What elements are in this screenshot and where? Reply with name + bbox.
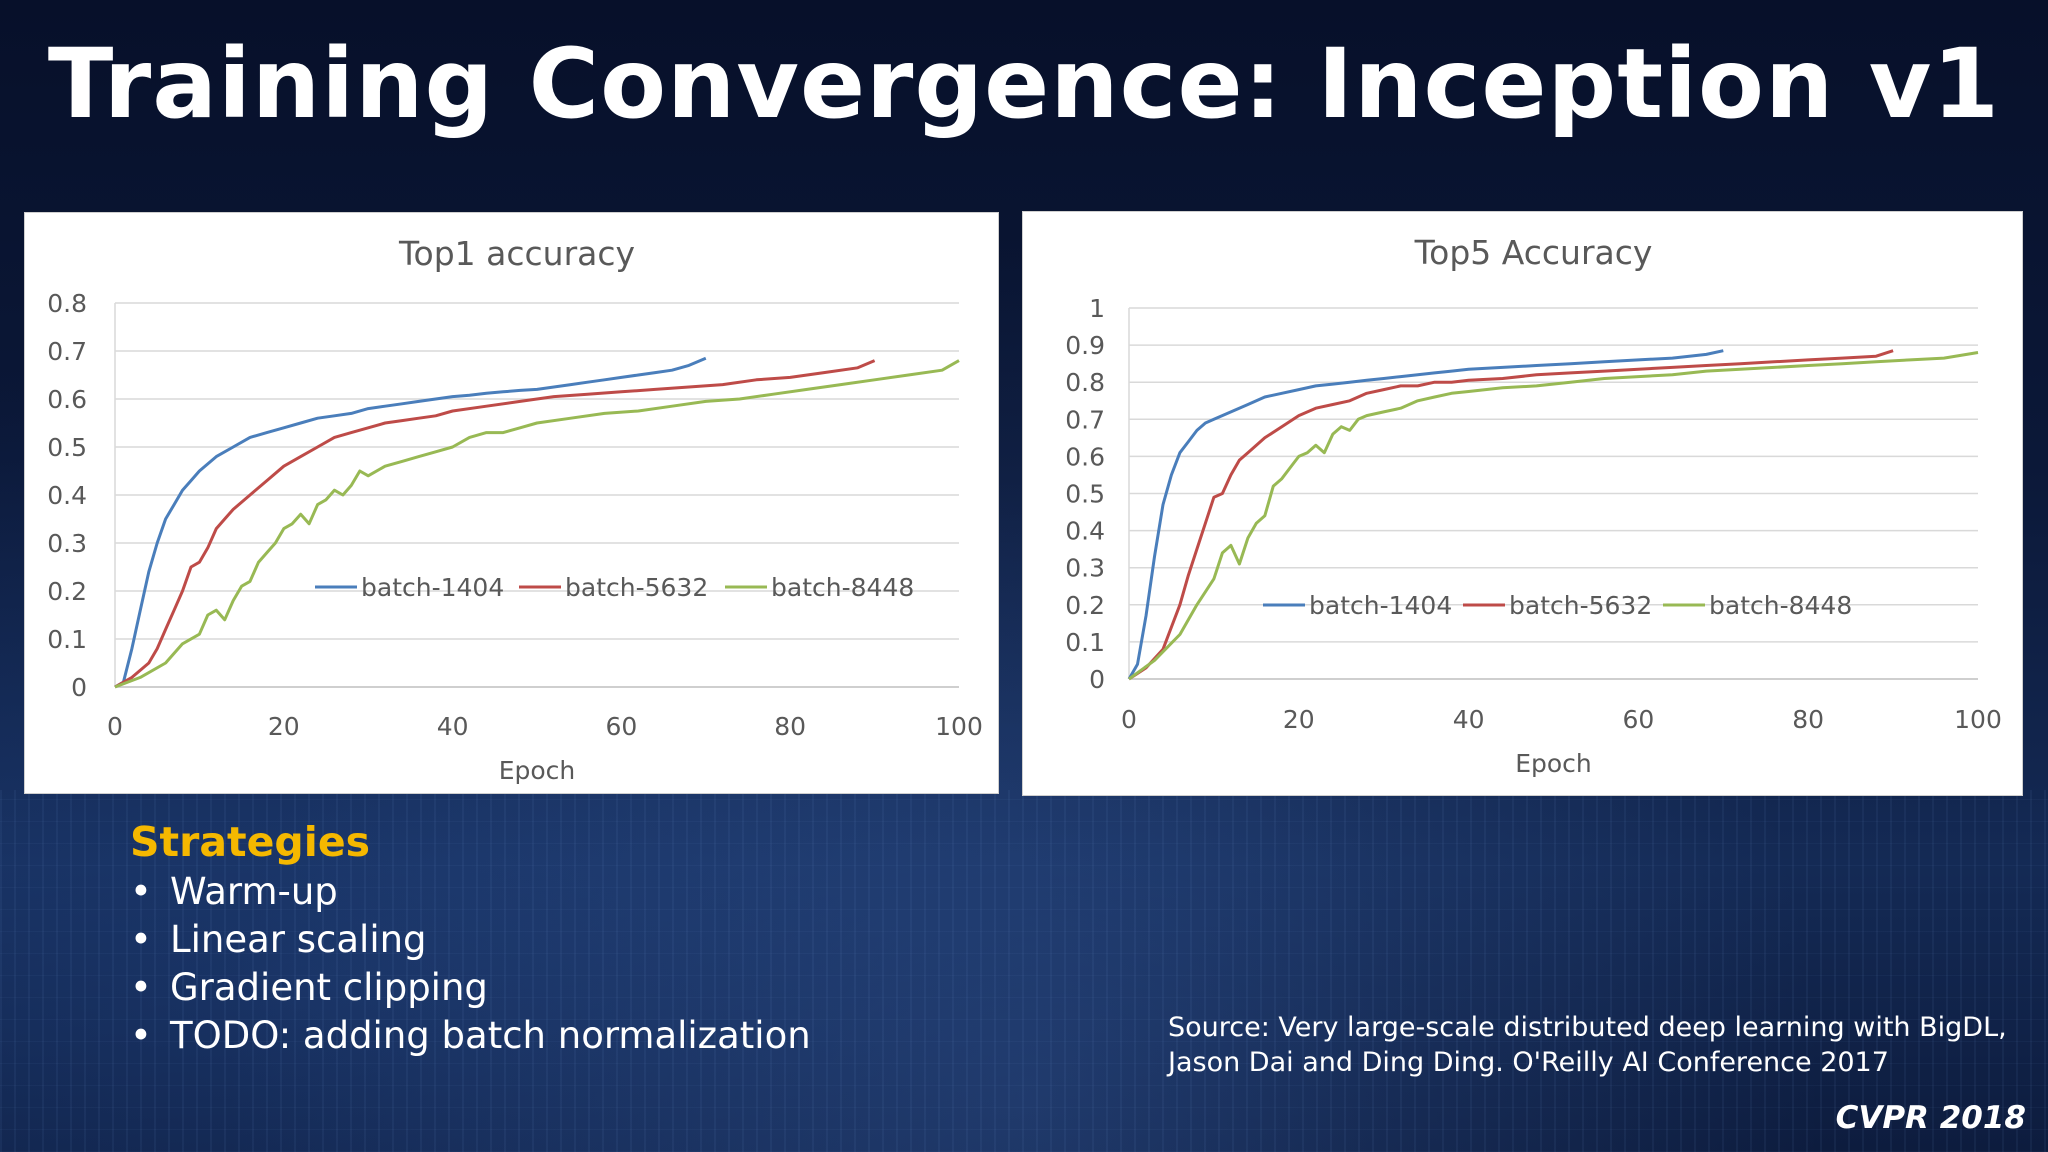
- top1-chart-svg: Top1 accuracy 0 0.1 0.2 0.3 0.4 0.5 0.6 0.7 0.8 0 2…: [47, 234, 983, 785]
- bullet-icon: •: [130, 966, 152, 1009]
- legend-label-batch-1404: batch-1404: [361, 573, 504, 602]
- y-tick-label: 0: [71, 673, 87, 702]
- series-line-batch-1404: [1127, 349, 1724, 680]
- legend-label-batch-8448: batch-8448: [1709, 591, 1852, 620]
- chart-title: Top5 Accuracy: [1414, 233, 1653, 272]
- slide-title: Training Convergence: Inception v1: [47, 28, 2001, 140]
- y-tick-label: 0.4: [47, 481, 87, 510]
- strategy-item: • Linear scaling: [130, 916, 811, 964]
- strategy-text: Gradient clipping: [170, 966, 488, 1009]
- source-line: Jason Dai and Ding Ding. O'Reilly AI Con…: [1168, 1047, 1889, 1078]
- y-tick-label: 0.8: [1065, 368, 1105, 397]
- strategies-heading: Strategies: [130, 818, 371, 866]
- y-tick-label: 0.2: [47, 577, 87, 606]
- y-tick-label: 0.6: [1065, 442, 1105, 471]
- strategy-list: • Warm-up • Linear scaling • Gradient clipp…: [130, 868, 811, 1060]
- y-tick-label: 0.8: [47, 289, 87, 318]
- y-tick-label: 0.1: [1065, 628, 1105, 657]
- y-tick-label: 0.5: [47, 433, 87, 462]
- y-tick-label: 1: [1089, 294, 1105, 323]
- x-tick-label: 40: [1453, 705, 1485, 734]
- chart-title: Top1 accuracy: [398, 234, 635, 273]
- y-tick-label: 0: [1089, 665, 1105, 694]
- legend-label-batch-5632: batch-5632: [565, 573, 708, 602]
- legend-label-batch-1404: batch-1404: [1309, 591, 1452, 620]
- strategy-text: TODO: adding batch normalization: [170, 1014, 811, 1057]
- x-tick-label: 80: [1792, 705, 1824, 734]
- top5-chart-svg: Top5 Accuracy 0 0.1 0.2 0.3 0.4 0.5 0.6 0.7 0.8 0.…: [1065, 233, 2002, 778]
- strategy-text: Warm-up: [170, 870, 338, 913]
- y-tick-label: 0.5: [1065, 480, 1105, 509]
- strategy-item: • TODO: adding batch normalization: [130, 1012, 811, 1060]
- conference-label: CVPR 2018: [1835, 1100, 2026, 1136]
- background-circuit-pattern: [0, 790, 2048, 1152]
- strategy-item: • Gradient clipping: [130, 964, 811, 1012]
- bullet-icon: •: [130, 918, 152, 961]
- bullet-icon: •: [130, 1014, 152, 1057]
- x-tick-label: 40: [437, 712, 469, 741]
- source-citation: Source: Very large-scale distributed dee…: [1168, 1010, 2007, 1080]
- series-line-batch-8448: [1128, 351, 1979, 681]
- strategy-text: Linear scaling: [170, 918, 427, 961]
- series-line-batch-5632: [1128, 349, 1894, 681]
- x-tick-label: 80: [774, 712, 806, 741]
- x-tick-label: 0: [1121, 705, 1137, 734]
- y-tick-label: 0.9: [1065, 331, 1105, 360]
- y-tick-label: 0.7: [1065, 405, 1105, 434]
- x-tick-label: 20: [268, 712, 300, 741]
- x-tick-label: 100: [935, 712, 983, 741]
- series-line-batch-8448: [114, 359, 960, 689]
- y-tick-label: 0.3: [47, 529, 87, 558]
- series-line-batch-5632: [114, 359, 876, 689]
- top1-accuracy-chart: Top1 accuracy 0 0.1 0.2 0.3 0.4 0.5 0.6 0.7 0.8 0 2…: [24, 212, 999, 794]
- source-line: Source: Very large-scale distributed dee…: [1168, 1012, 2007, 1043]
- y-tick-label: 0.3: [1065, 554, 1105, 583]
- y-tick-label: 0.6: [47, 385, 87, 414]
- x-tick-label: 60: [1622, 705, 1654, 734]
- x-axis-label: Epoch: [1515, 749, 1592, 778]
- x-tick-label: 60: [605, 712, 637, 741]
- y-tick-label: 0.4: [1065, 517, 1105, 546]
- x-tick-label: 20: [1283, 705, 1315, 734]
- x-axis-label: Epoch: [499, 756, 576, 785]
- y-tick-label: 0.2: [1065, 591, 1105, 620]
- y-tick-label: 0.7: [47, 337, 87, 366]
- x-tick-label: 0: [107, 712, 123, 741]
- top5-accuracy-chart: Top5 Accuracy 0 0.1 0.2 0.3 0.4 0.5 0.6 0.7 0.8 0.…: [1022, 211, 2023, 796]
- series-line-batch-1404: [114, 356, 707, 689]
- strategy-item: • Warm-up: [130, 868, 811, 916]
- x-tick-label: 100: [1954, 705, 2002, 734]
- bullet-icon: •: [130, 870, 152, 913]
- legend-label-batch-5632: batch-5632: [1509, 591, 1652, 620]
- y-tick-label: 0.1: [47, 625, 87, 654]
- legend-label-batch-8448: batch-8448: [771, 573, 914, 602]
